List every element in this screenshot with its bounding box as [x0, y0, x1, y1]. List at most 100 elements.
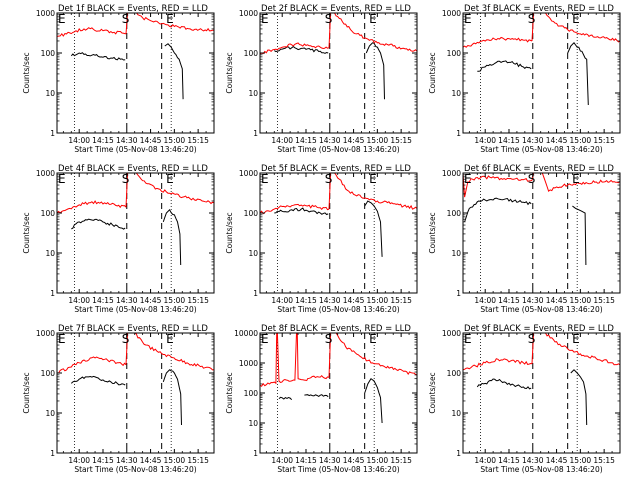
y-tick-label: 1000	[239, 9, 258, 18]
red-series-line	[334, 173, 417, 210]
x-tick-label: 14:15	[295, 136, 317, 145]
x-axis-label: Start Time (05-Nov-08 13:46:20)	[480, 305, 602, 314]
panel-title: Det 1f BLACK = Events, RED = LLD	[58, 4, 208, 14]
time-marker-label: E	[464, 12, 472, 26]
x-tick-label: 15:00	[570, 136, 592, 145]
x-tick-label: 14:15	[295, 456, 317, 465]
black-series-line	[477, 60, 532, 72]
red-series-line	[463, 358, 533, 371]
x-tick-label: 15:00	[367, 456, 389, 465]
black-series-line	[274, 45, 329, 54]
x-tick-label: 14:45	[343, 456, 365, 465]
time-marker-label: E	[369, 172, 377, 186]
red-series-line	[545, 13, 620, 43]
y-axis-label: Counts/sec	[225, 372, 234, 413]
black-series-line	[476, 378, 532, 390]
x-tick-label: 14:45	[140, 136, 162, 145]
y-tick-label: 10	[451, 249, 461, 258]
y-tick-label: 1000	[442, 329, 461, 338]
y-tick-label: 1000	[442, 9, 461, 18]
y-tick-label: 100	[41, 369, 56, 378]
y-tick-label: 1	[253, 449, 258, 458]
y-axis-label: Counts/sec	[225, 212, 234, 253]
x-tick-label: 14:00	[68, 136, 90, 145]
x-tick-label: 14:30	[116, 296, 138, 305]
y-axis-label: Counts/sec	[22, 372, 31, 413]
y-tick-label: 100	[447, 369, 462, 378]
time-marker-label: E	[572, 12, 580, 26]
x-tick-label: 14:15	[498, 136, 520, 145]
y-axis-label: Counts/sec	[428, 372, 437, 413]
x-tick-label: 14:15	[498, 456, 520, 465]
x-axis-label: Start Time (05-Nov-08 13:46:20)	[74, 305, 196, 314]
x-tick-label: 14:45	[343, 136, 365, 145]
red-series-line	[125, 333, 129, 365]
y-tick-label: 10	[45, 409, 55, 418]
y-tick-label: 1000	[239, 359, 258, 368]
x-tick-label: 15:00	[367, 136, 389, 145]
time-marker-label: S	[122, 332, 130, 346]
red-series-line	[328, 13, 332, 48]
red-series-line	[334, 13, 417, 52]
y-tick-label: 100	[244, 209, 259, 218]
black-series-line	[71, 218, 126, 230]
y-tick-label: 1000	[36, 329, 55, 338]
plot-frame	[259, 332, 418, 454]
red-series-line	[545, 333, 620, 366]
x-axis-label: Start Time (05-Nov-08 13:46:20)	[480, 465, 602, 474]
x-tick-label: 14:45	[546, 136, 568, 145]
x-tick-label: 14:30	[319, 136, 341, 145]
red-series-line	[539, 173, 620, 193]
x-tick-label: 14:00	[68, 456, 90, 465]
red-series-line	[260, 203, 330, 215]
time-marker-label: S	[325, 172, 333, 186]
time-marker-label: E	[572, 332, 580, 346]
black-series-line	[364, 200, 383, 257]
time-marker-label: E	[58, 12, 66, 26]
red-series-line	[57, 200, 127, 214]
red-series-line	[463, 36, 533, 48]
x-tick-label: 15:15	[187, 456, 209, 465]
red-series-line	[134, 333, 214, 371]
red-series-line	[125, 13, 129, 34]
red-series-line	[531, 333, 535, 364]
plot-frame	[259, 12, 418, 134]
time-marker-label: E	[166, 12, 174, 26]
time-marker-label: E	[369, 12, 377, 26]
red-series-line	[531, 13, 535, 42]
red-series-line	[260, 333, 307, 387]
plot-frame	[56, 332, 215, 454]
x-tick-label: 14:45	[343, 296, 365, 305]
panel-title: Det 3f BLACK = Events, RED = LLD	[464, 4, 614, 14]
y-tick-label: 1000	[239, 169, 258, 178]
y-tick-label: 100	[41, 49, 56, 58]
black-series-line	[464, 197, 532, 223]
x-tick-label: 14:30	[522, 296, 544, 305]
plot-frame	[56, 12, 215, 134]
time-marker-label: E	[58, 172, 66, 186]
y-axis-label: Counts/sec	[428, 52, 437, 93]
y-tick-label: 100	[244, 389, 259, 398]
y-axis-label: Counts/sec	[22, 212, 31, 253]
red-series-line	[306, 374, 330, 381]
plot-frame	[56, 172, 215, 294]
time-marker-label: S	[122, 172, 130, 186]
x-tick-label: 15:00	[164, 136, 186, 145]
black-series-line	[164, 43, 184, 100]
time-marker-label: S	[528, 12, 536, 26]
black-series-line	[278, 396, 293, 401]
y-tick-label: 10	[451, 89, 461, 98]
black-series-line	[274, 207, 329, 216]
x-tick-label: 14:30	[522, 456, 544, 465]
x-tick-label: 15:15	[593, 296, 615, 305]
x-tick-label: 14:45	[546, 296, 568, 305]
x-tick-label: 14:15	[92, 456, 114, 465]
y-tick-label: 10	[248, 419, 258, 428]
time-marker-label: E	[464, 172, 472, 186]
